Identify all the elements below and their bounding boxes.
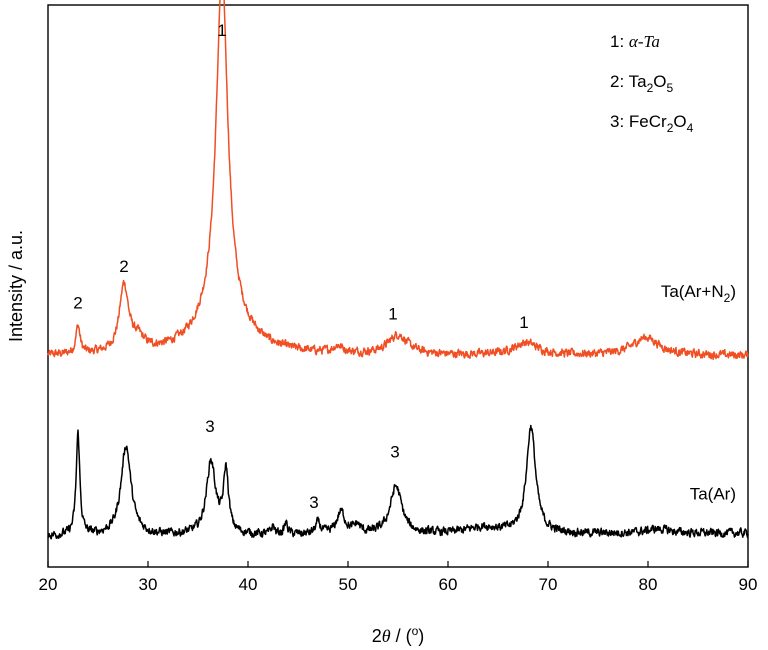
peak-label: 1 (217, 21, 226, 40)
x-axis-label-theta: θ (382, 626, 391, 646)
legend-entry-2: 2: Ta2O5 (610, 72, 673, 95)
peak-label: 1 (388, 305, 397, 324)
legend: 1: α-Ta 2: Ta2O5 3: FeCr2O4 (610, 32, 694, 135)
legend-entry-2-num: 2 (610, 72, 619, 91)
series-layer (47, 0, 749, 540)
x-axis-label: 2θ / (o) (372, 624, 425, 646)
x-ticks: 20 30 40 50 60 70 80 90 (39, 561, 758, 594)
peak-labels: 1 2 2 1 1 3 3 3 (73, 21, 528, 512)
x-tick-label: 20 (39, 575, 58, 594)
x-tick-label: 60 (439, 575, 458, 594)
peak-label: 3 (390, 442, 399, 461)
legend-entry-1-text: α-Ta (629, 32, 660, 51)
legend-entry-3: 3: FeCr2O4 (610, 112, 694, 135)
series-line-1 (47, 424, 749, 540)
plot-frame (47, 4, 749, 568)
x-tick-label: 80 (639, 575, 658, 594)
x-tick-label: 90 (739, 575, 758, 594)
x-axis-label-num: 2 (372, 626, 382, 646)
legend-entry-1-num: 1 (610, 32, 619, 51)
peak-label: 3 (309, 493, 318, 512)
series-label-0: Ta(Ar+N2) (661, 282, 736, 305)
peak-label: 2 (73, 293, 82, 312)
series-label-1: Ta(Ar) (690, 485, 736, 504)
peak-label: 1 (519, 313, 528, 332)
legend-entry-3-num: 3 (610, 112, 619, 131)
series-labels: Ta(Ar+N2) Ta(Ar) (661, 282, 736, 503)
series-line-0 (47, 0, 749, 361)
x-tick-label: 70 (539, 575, 558, 594)
x-tick-label: 30 (139, 575, 158, 594)
x-tick-label: 50 (339, 575, 358, 594)
x-tick-label: 40 (239, 575, 258, 594)
y-axis-label: Intensity / a.u. (6, 230, 26, 342)
peak-label: 3 (205, 417, 214, 436)
legend-entry-1: 1: α-Ta (610, 32, 660, 51)
peak-label: 2 (119, 257, 128, 276)
